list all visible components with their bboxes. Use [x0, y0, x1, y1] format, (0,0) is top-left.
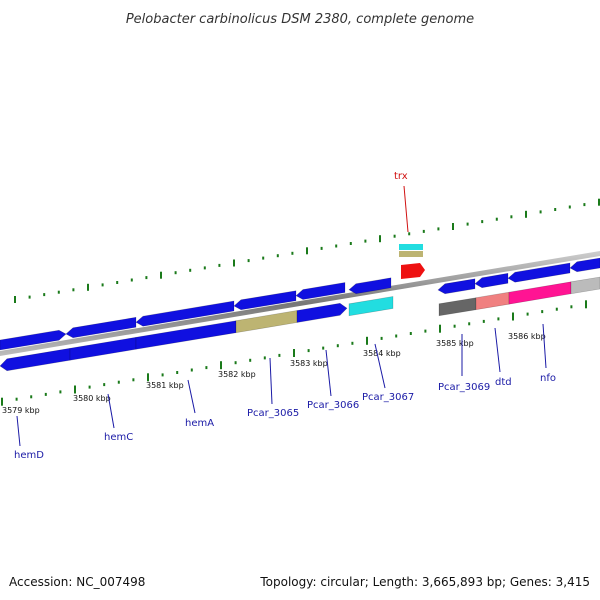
leader-line: [374, 343, 386, 389]
leader-line: [269, 357, 273, 405]
leader-line: [187, 379, 196, 414]
gene-arrow: [65, 316, 137, 339]
trx-feature-khaki: [399, 251, 423, 257]
gene-arrow: [295, 282, 346, 300]
gene-label-pcar-3065[interactable]: Pcar_3065: [247, 408, 299, 419]
gene-arrow: [296, 302, 348, 323]
leader-line: [107, 393, 115, 429]
feature-block: [570, 276, 600, 295]
gene-arrow: [233, 290, 297, 311]
leader-line: [325, 349, 332, 397]
gene-arrow: [569, 257, 600, 273]
kbp-label: 3586 kbp: [508, 332, 546, 341]
gene-arrow: [348, 277, 392, 295]
kbp-label: 3583 kbp: [290, 359, 328, 368]
gene-arrow: [0, 329, 67, 351]
gene-label-hemD[interactable]: hemD: [14, 450, 44, 461]
kbp-label: 3580 kbp: [73, 394, 111, 403]
gene-arrow: [507, 262, 571, 283]
kbp-label: 3585 kbp: [436, 339, 474, 348]
gene-label-pcar-3069[interactable]: Pcar_3069: [438, 382, 490, 393]
feature-block: [475, 291, 510, 311]
leader-line: [494, 327, 501, 373]
gene-label-hemC[interactable]: hemC: [104, 432, 133, 443]
outer-tick-track: [14, 198, 600, 303]
map-title: Pelobacter carbinolicus DSM 2380, comple…: [126, 12, 474, 27]
genome-summary-text: Topology: circular; Length: 3,665,893 bp…: [259, 575, 590, 589]
genome-backbone: [0, 251, 600, 356]
gene-label-leaders: [16, 185, 547, 447]
feature-block: [438, 297, 477, 317]
inner-tick-track: [1, 300, 587, 406]
kbp-label: 3584 kbp: [363, 349, 401, 358]
leader-line: [542, 323, 547, 369]
leader-line: [16, 415, 21, 447]
accession-text: Accession: NC_007498: [9, 575, 145, 589]
gene-label-trx[interactable]: trx: [394, 171, 408, 182]
feature-track: [0, 244, 600, 372]
leader-line: [403, 185, 409, 233]
kbp-label: 3579 kbp: [2, 406, 40, 415]
gene-arrow: [0, 347, 71, 372]
gene-labels: hemD hemC hemA Pcar_3065 Pcar_3066 Pcar_…: [14, 171, 556, 461]
kbp-scale: 3579 kbp 3580 kbp 3581 kbp 3582 kbp 3583…: [2, 332, 546, 415]
gene-arrow: [135, 300, 235, 327]
gene-label-nfo[interactable]: nfo: [540, 373, 556, 384]
gene-arrow: [474, 272, 509, 289]
gene-label-hemA[interactable]: hemA: [185, 418, 214, 429]
kbp-label: 3581 kbp: [146, 381, 184, 390]
gene-arrow: [437, 278, 476, 295]
gene-label-pcar-3067[interactable]: Pcar_3067: [362, 392, 414, 403]
gene-label-pcar-3066[interactable]: Pcar_3066: [307, 400, 359, 411]
gene-label-dtd[interactable]: dtd: [495, 377, 512, 388]
feature-block: [508, 281, 572, 305]
trx-gene-arrow: [401, 263, 425, 279]
trx-feature-cyan: [399, 244, 423, 250]
rna-block: [348, 296, 394, 317]
kbp-label: 3582 kbp: [218, 370, 256, 379]
